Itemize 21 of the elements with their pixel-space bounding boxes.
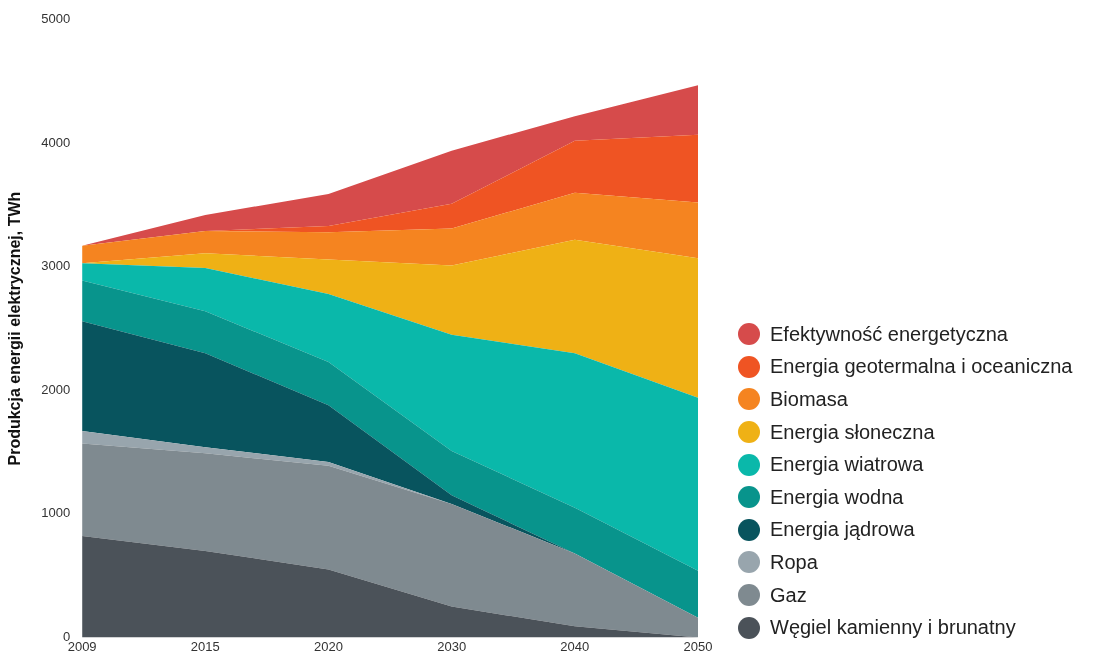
legend-label: Energia słoneczna <box>770 420 935 444</box>
y-tick-label: 1000 <box>41 505 71 521</box>
y-tick-label: 3000 <box>41 258 71 274</box>
y-tick-label: 4000 <box>41 134 71 150</box>
y-axis-title: Produkcja energii elektrycznej, TWh <box>6 191 24 466</box>
legend-label: Energia jądrowa <box>770 518 915 542</box>
legend-label: Energia wodna <box>770 485 904 509</box>
legend-label: Energia wiatrowa <box>770 453 924 477</box>
legend-label: Ropa <box>770 550 818 574</box>
legend-label: Węgiel kamienny i brunatny <box>770 616 1016 640</box>
legend-label: Biomasa <box>770 387 848 411</box>
x-tick-label: 2030 <box>437 638 467 654</box>
x-tick-label: 2050 <box>683 638 713 654</box>
legend-label: Efektywność energetyczna <box>770 322 1008 346</box>
legend-label: Energia geotermalna i oceaniczna <box>770 355 1073 379</box>
x-tick-label: 2015 <box>190 638 220 654</box>
y-tick-label: 2000 <box>41 381 71 397</box>
legend-label: Gaz <box>770 583 807 607</box>
y-tick-label: 5000 <box>41 11 71 27</box>
x-tick-label: 2020 <box>314 638 343 654</box>
x-tick-label: 2040 <box>560 638 590 654</box>
